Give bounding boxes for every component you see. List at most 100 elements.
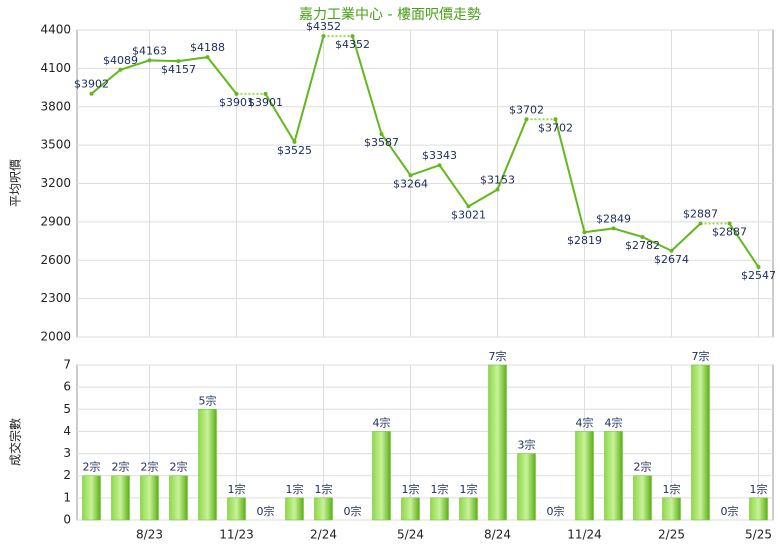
data-point — [698, 221, 703, 226]
line-segment — [496, 118, 528, 190]
data-label: 1宗 — [750, 482, 768, 496]
line-segment — [264, 93, 296, 143]
y-tick-label: 5 — [63, 402, 71, 416]
data-label: $4352 — [335, 38, 370, 51]
data-point — [611, 226, 616, 231]
data-label: $3901 — [219, 96, 254, 109]
bar — [227, 497, 246, 521]
data-label: $4089 — [103, 54, 138, 67]
data-label: $4163 — [132, 44, 167, 57]
data-point — [727, 221, 732, 226]
data-label: 4宗 — [576, 415, 594, 429]
data-label: 1宗 — [315, 482, 333, 496]
x-tick-label: 2/24 — [310, 528, 337, 542]
data-label: 1宗 — [228, 482, 246, 496]
y-tick-label: 3800 — [40, 99, 71, 113]
y-tick-label: 1 — [63, 490, 71, 504]
data-label: $2887 — [712, 226, 747, 239]
line-segment — [670, 222, 702, 252]
data-point — [756, 265, 761, 270]
line-segment — [293, 35, 325, 143]
line-segment — [90, 69, 122, 95]
x-tick-label: 11/23 — [219, 528, 254, 542]
data-label: $2819 — [567, 234, 602, 247]
bar — [662, 497, 681, 521]
data-label: 2宗 — [634, 460, 652, 474]
line-segment — [584, 227, 614, 234]
data-point — [118, 67, 123, 72]
data-label: 3宗 — [518, 438, 536, 452]
data-label: $3901 — [248, 96, 283, 109]
bar — [488, 364, 507, 521]
line-segment — [380, 133, 412, 176]
x-tick-label: 11/24 — [567, 528, 602, 542]
y-tick-label: 3500 — [40, 138, 71, 152]
data-label: 1宗 — [663, 482, 681, 496]
bar — [517, 453, 536, 521]
data-label: 1宗 — [402, 482, 420, 496]
line-segment — [554, 119, 586, 233]
data-point — [524, 117, 529, 122]
data-point — [640, 234, 645, 239]
data-label: $2887 — [683, 208, 718, 221]
bar — [430, 497, 449, 521]
data-label: 0宗 — [547, 504, 565, 518]
y-tick-label: 3200 — [40, 176, 71, 190]
y-axis-title: 成交宗數 — [8, 418, 23, 466]
data-point — [89, 91, 94, 96]
data-point — [263, 91, 268, 96]
bar — [314, 497, 333, 521]
chart-title: 嘉力工業中心 - 樓面呎價走勢 — [299, 6, 481, 23]
bar — [604, 431, 623, 521]
y-tick-label: 2300 — [40, 291, 71, 305]
y-tick-label: 7 — [63, 358, 71, 372]
bar — [372, 431, 391, 521]
y-tick-label: 2 — [63, 468, 71, 482]
data-label: $3902 — [74, 78, 109, 91]
bar — [140, 475, 159, 521]
line-segment — [410, 164, 440, 177]
x-tick-label: 8/23 — [136, 528, 163, 542]
data-label: 4宗 — [373, 415, 391, 429]
data-label: 0宗 — [721, 504, 739, 518]
data-point — [321, 34, 326, 39]
data-label: 0宗 — [344, 504, 362, 518]
bar — [82, 475, 101, 521]
line-segment — [178, 56, 208, 63]
data-label: $3525 — [277, 144, 312, 157]
bar — [401, 497, 420, 521]
y-axis-title: 平均呎價 — [9, 159, 23, 207]
data-label: 0宗 — [257, 504, 275, 518]
x-tick-label: 5/25 — [745, 528, 772, 542]
data-label: 2宗 — [83, 460, 101, 474]
line-segment — [206, 56, 238, 95]
data-label: $2674 — [654, 253, 689, 266]
bar — [111, 475, 130, 521]
data-point — [582, 230, 587, 235]
bar — [749, 497, 768, 521]
data-label: $3587 — [364, 136, 399, 149]
bar — [285, 497, 304, 521]
y-tick-label: 2900 — [40, 214, 71, 228]
bar — [459, 497, 478, 521]
data-point — [408, 173, 413, 178]
bar — [169, 475, 188, 521]
data-label: $2547 — [741, 269, 776, 282]
data-label: 1宗 — [286, 482, 304, 496]
data-label: $3264 — [393, 177, 428, 190]
data-label: 1宗 — [460, 482, 478, 496]
bar — [575, 431, 594, 521]
y-tick-label: 2600 — [40, 253, 71, 267]
y-tick-label: 3 — [63, 446, 71, 460]
bar — [691, 364, 710, 521]
data-point — [553, 117, 558, 122]
line-segment — [467, 188, 499, 208]
data-point — [437, 163, 442, 168]
y-tick-label: 6 — [63, 380, 71, 394]
data-point — [379, 131, 384, 136]
data-label: 7宗 — [692, 349, 710, 363]
data-point — [292, 139, 297, 144]
data-label: $3702 — [509, 103, 544, 116]
data-label: 1宗 — [431, 482, 449, 496]
data-point — [147, 58, 152, 63]
